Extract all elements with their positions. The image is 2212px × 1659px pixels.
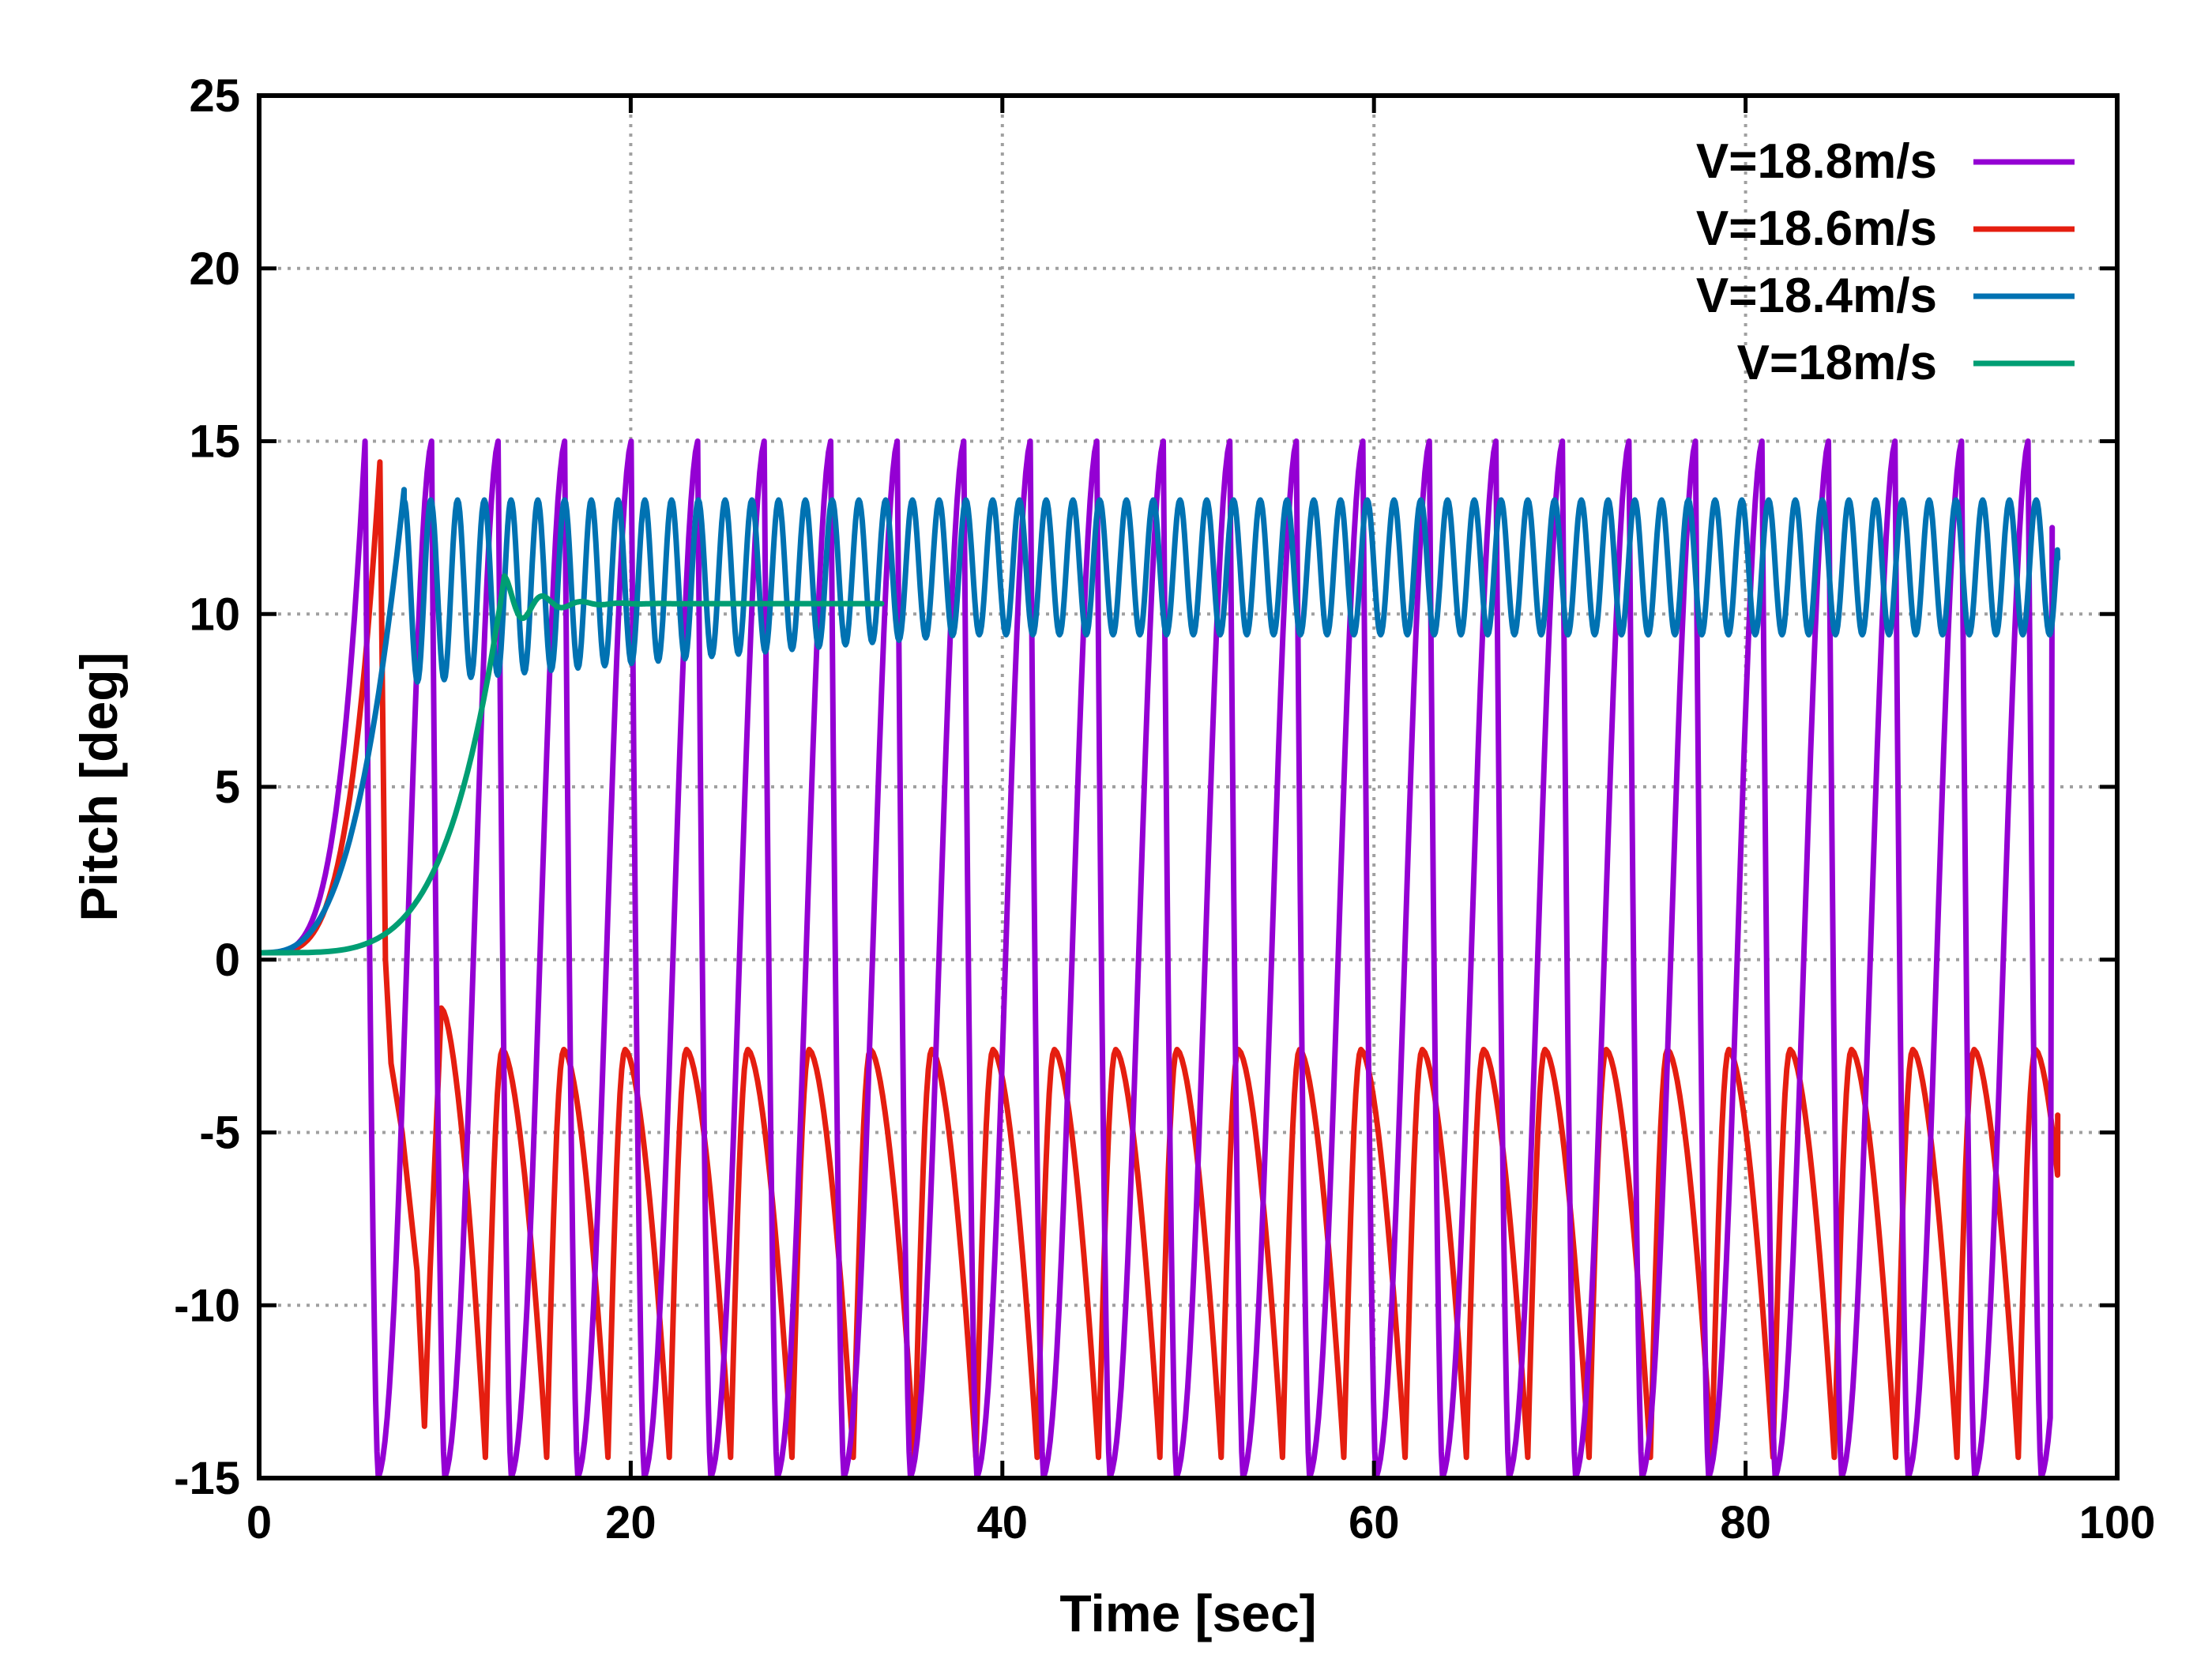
series-line-0: [259, 438, 2056, 1478]
y-tick-label: -10: [174, 1280, 240, 1331]
y-tick-label: 20: [189, 243, 240, 295]
axis-ticks: 0 20 40 60 80 100 -15 -10 -5 0 5 10 15 20 25: [174, 70, 2155, 1548]
y-tick-label: 25: [189, 70, 240, 122]
plot-area: [259, 438, 2061, 1478]
x-tick-label: 80: [1720, 1497, 1771, 1548]
y-tick-label: 10: [189, 589, 240, 640]
y-tick-label: -15: [174, 1453, 240, 1504]
legend-label: V=18.6m/s: [1696, 201, 1937, 256]
x-tick-label: 0: [246, 1497, 272, 1548]
y-tick-label: 15: [189, 416, 240, 468]
y-tick-label: 0: [215, 935, 240, 986]
legend: V=18.8m/s V=18.6m/s V=18.4m/s V=18m/s: [1696, 134, 2075, 390]
legend-label: V=18m/s: [1737, 336, 1937, 390]
x-tick-label: 40: [977, 1497, 1029, 1548]
series-line-3: [259, 573, 885, 956]
legend-label: V=18.8m/s: [1696, 134, 1937, 189]
legend-label: V=18.4m/s: [1696, 269, 1937, 323]
x-tick-label: 100: [2079, 1497, 2156, 1548]
x-tick-label: 20: [605, 1497, 656, 1548]
y-tick-label: -5: [199, 1108, 240, 1159]
y-tick-label: 5: [215, 762, 240, 813]
series-line-2: [259, 487, 2061, 956]
x-tick-label: 60: [1349, 1497, 1400, 1548]
y-axis-label: Pitch [deg]: [70, 653, 128, 922]
x-axis-label: Time [sec]: [1059, 1584, 1316, 1642]
